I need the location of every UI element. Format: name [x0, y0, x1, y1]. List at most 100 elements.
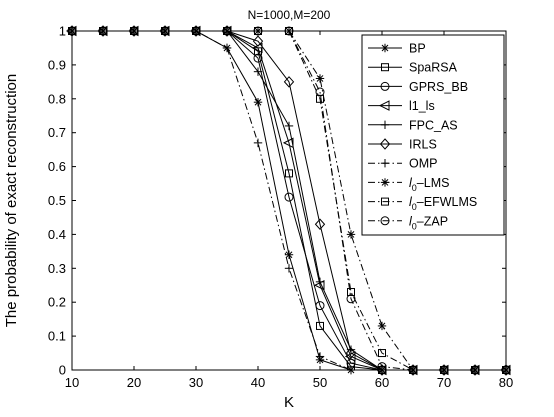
data-point: [284, 192, 294, 202]
data-point: [346, 230, 356, 239]
x-tick-label: 20: [127, 375, 141, 390]
legend-label: IRLS: [409, 138, 437, 152]
legend-marker: [380, 81, 390, 91]
legend-item: BP: [368, 42, 426, 56]
legend-marker: [380, 178, 390, 187]
data-point: [470, 365, 480, 375]
legend-label: OMP: [409, 157, 437, 171]
y-tick-label: 0.6: [48, 159, 66, 174]
data-point: [253, 53, 263, 63]
data-point: [376, 364, 388, 376]
x-axis-label: K: [284, 394, 294, 411]
data-point: [315, 87, 325, 97]
data-point: [284, 250, 294, 259]
legend-item: l0–ZAP: [368, 214, 448, 231]
x-tick-label: 10: [65, 375, 79, 390]
legend-item: GPRS_BB: [368, 80, 468, 94]
legend-item: FPC_AS: [368, 118, 458, 132]
x-tick-label: 40: [251, 375, 265, 390]
series-10: [67, 26, 511, 375]
data-point: [253, 97, 263, 107]
legend-label: FPC_AS: [409, 118, 458, 132]
x-tick-label: 70: [437, 375, 451, 390]
legend-label: l0–LMS: [409, 176, 449, 193]
data-point: [346, 365, 356, 375]
data-point: [345, 347, 357, 359]
data-point: [315, 74, 325, 83]
y-tick-label: 0.9: [48, 57, 66, 72]
legend-item: l0–EFWLMS: [368, 195, 477, 212]
legend: BP SpaRSA GPRS_BB l1_ls FPC_AS IRLS OMP l0–LMS l…: [361, 34, 505, 236]
data-point: [191, 26, 201, 36]
y-tick-label: 0.3: [48, 261, 66, 276]
y-tick-label: 0.7: [48, 125, 66, 140]
series-line: [72, 30, 506, 371]
data-point: [252, 35, 264, 47]
legend-label: l0–EFWLMS: [409, 195, 477, 212]
legend-label: BP: [409, 42, 426, 56]
legend-marker: [381, 63, 389, 72]
legend-label: SpaRSA: [409, 61, 458, 75]
legend-marker: [379, 138, 391, 150]
data-point: [253, 26, 263, 36]
y-tick-label: 0: [59, 363, 66, 378]
data-point: [501, 365, 511, 375]
series-layer: [65, 25, 512, 376]
legend-label: l0–ZAP: [409, 214, 448, 231]
legend-item: l0–LMS: [368, 176, 449, 193]
data-point: [98, 26, 108, 36]
data-point: [408, 365, 418, 375]
data-point: [284, 121, 294, 131]
chart-title: N=1000,M=200: [248, 8, 331, 22]
legend-item: SpaRSA: [368, 61, 458, 75]
legend-marker: [380, 120, 390, 129]
y-tick-label: 0.5: [48, 193, 66, 208]
data-point: [283, 76, 295, 88]
y-tick-label: 1: [59, 24, 66, 39]
data-point: [316, 94, 324, 103]
data-point: [284, 264, 294, 273]
data-point: [160, 26, 170, 36]
legend-label: GPRS_BB: [409, 80, 468, 94]
legend-label: l1_ls: [409, 99, 435, 113]
data-point: [222, 43, 232, 53]
x-tick-label: 80: [499, 375, 513, 390]
data-point: [222, 26, 232, 36]
y-axis-label: The probability of exact reconstruction: [3, 74, 20, 327]
data-point: [439, 365, 449, 375]
x-tick-label: 60: [375, 375, 389, 390]
data-point: [347, 288, 355, 297]
legend-marker: [380, 159, 390, 168]
data-point: [344, 351, 356, 362]
data-point: [129, 26, 139, 36]
legend-marker: [380, 216, 390, 226]
legend-item: l1_ls: [368, 99, 435, 113]
data-point: [377, 362, 387, 372]
data-point: [284, 26, 294, 36]
data-point: [315, 301, 325, 311]
data-point: [377, 321, 387, 331]
data-point: [315, 352, 325, 361]
data-point: [315, 277, 325, 287]
data-point: [316, 321, 324, 330]
data-point: [253, 67, 263, 76]
data-point: [378, 349, 386, 358]
legend-marker: [378, 100, 390, 111]
y-tick-label: 0.8: [48, 91, 66, 106]
y-tick-label: 0.2: [48, 295, 66, 310]
legend-item: OMP: [368, 157, 437, 171]
x-tick-label: 50: [313, 375, 327, 390]
x-tick-label: 30: [189, 375, 203, 390]
legend-marker: [381, 197, 389, 206]
data-point: [67, 26, 77, 36]
data-point: [346, 294, 356, 304]
legend-marker: [380, 43, 390, 53]
y-tick-label: 0.1: [48, 329, 66, 344]
legend-item: IRLS: [368, 138, 437, 152]
data-point: [253, 138, 263, 148]
y-tick-label: 0.4: [48, 227, 66, 242]
data-point: [285, 169, 293, 178]
data-point: [282, 137, 294, 149]
data-point: [314, 218, 326, 230]
